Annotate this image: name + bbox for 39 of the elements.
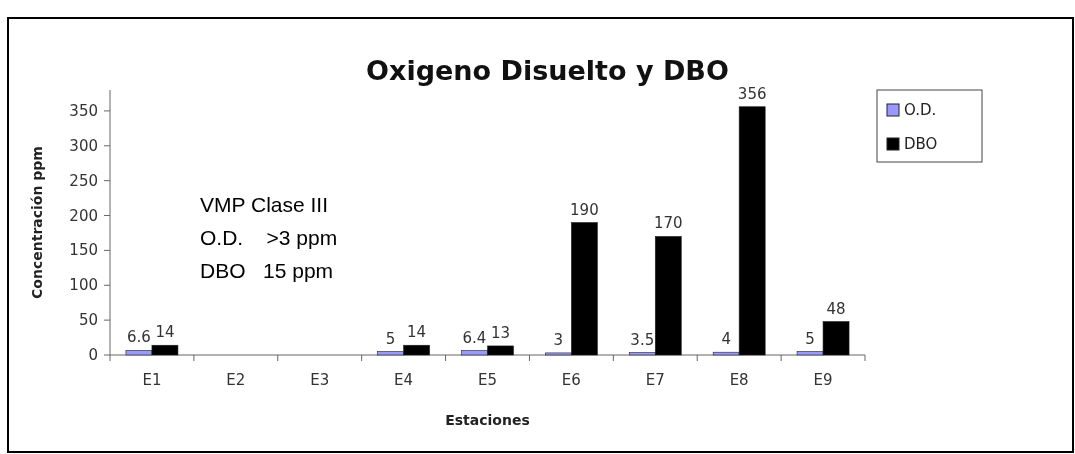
annotation: DBO 15 ppm: [200, 259, 334, 282]
data-label: 3: [553, 330, 564, 349]
data-label: 6.4: [462, 328, 487, 347]
chart-title: Oxigeno Disuelto y DBO: [366, 55, 729, 86]
y-tick-label: 100: [69, 276, 98, 295]
data-label: 170: [653, 214, 683, 233]
y-tick-label: 150: [69, 241, 98, 260]
legend-label: DBO: [904, 135, 938, 153]
y-axis-title: Concentración ppm: [29, 146, 45, 299]
annotation: VMP Clase III: [200, 193, 328, 216]
data-label: 4: [721, 330, 731, 349]
x-tick-label: E6: [561, 371, 581, 389]
data-label: 14: [155, 323, 175, 342]
data-label: 6.6: [127, 328, 151, 347]
data-label: 3.5: [630, 330, 655, 349]
x-tick-label: E9: [813, 371, 833, 389]
data-label: 5: [805, 329, 815, 348]
y-tick-label: 200: [69, 206, 98, 225]
y-tick-label: 0: [88, 346, 98, 364]
x-tick-label: E4: [394, 371, 414, 389]
y-tick-label: 300: [69, 136, 98, 155]
y-tick-label: 350: [69, 101, 98, 120]
y-tick-label: 50: [78, 311, 98, 330]
data-label: 356: [737, 84, 767, 103]
legend-label: O.D.: [904, 101, 937, 119]
y-tick-label: 250: [69, 171, 98, 190]
x-tick-label: E1: [142, 371, 162, 389]
x-tick-label: E2: [226, 371, 246, 389]
data-label: 190: [570, 200, 599, 219]
x-tick-label: E3: [310, 371, 330, 389]
x-tick-label: E7: [645, 371, 665, 389]
x-tick-label: E8: [729, 371, 749, 389]
data-label: 13: [490, 323, 511, 342]
data-label: 5: [385, 329, 396, 348]
x-tick-label: E5: [477, 371, 498, 389]
x-axis-title: Estaciones: [445, 412, 530, 428]
data-label: 14: [407, 323, 427, 342]
annotation: O.D. >3 ppm: [200, 226, 338, 249]
data-label: 48: [826, 299, 846, 318]
